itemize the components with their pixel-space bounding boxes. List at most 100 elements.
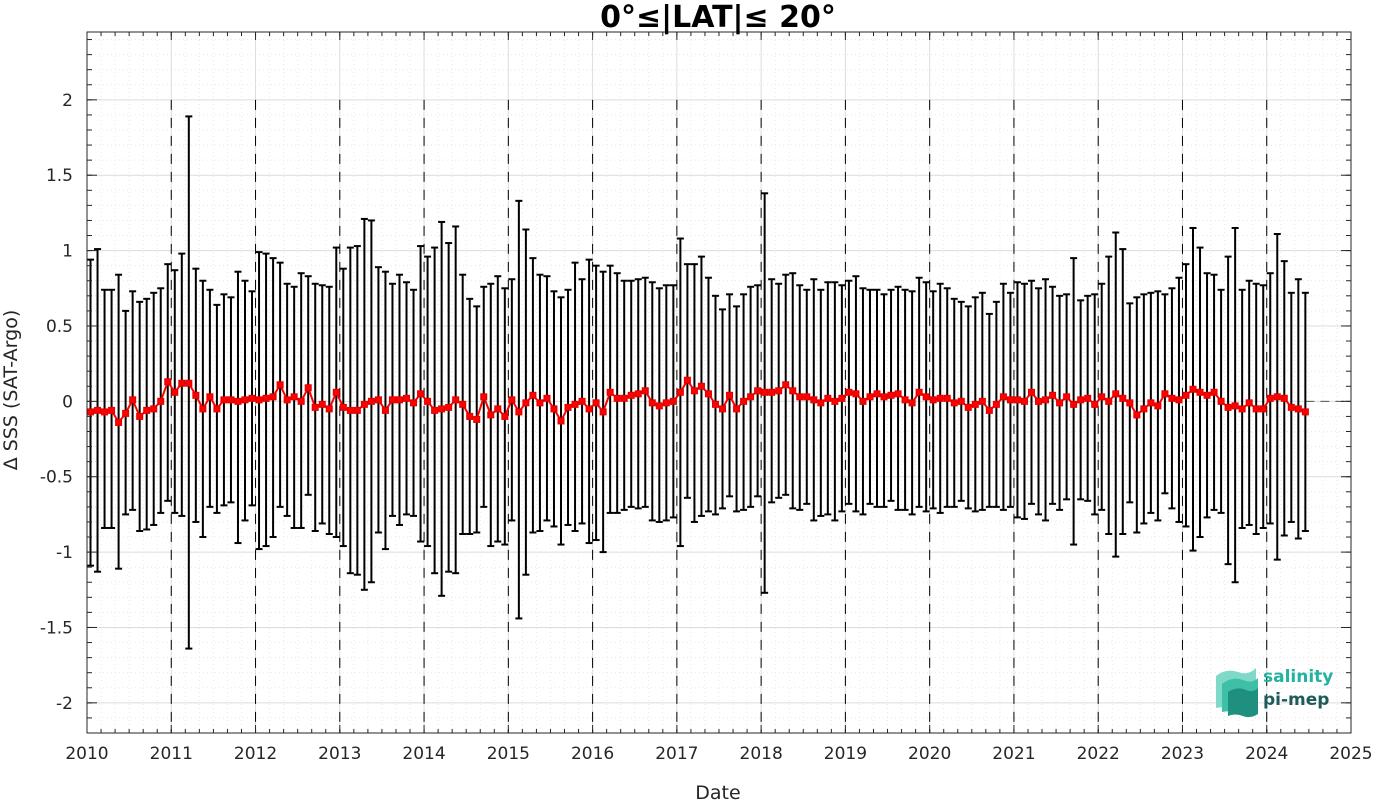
y-tick-label: -1 <box>56 543 73 563</box>
mean-marker <box>1042 396 1050 404</box>
y-axis-label: Δ SSS (SAT-Argo) <box>0 310 22 470</box>
mean-marker <box>719 405 727 413</box>
mean-marker <box>620 394 628 402</box>
mean-marker <box>129 396 137 404</box>
mean-marker <box>859 397 867 405</box>
mean-marker <box>157 397 165 405</box>
mean-marker <box>87 408 95 416</box>
mean-marker <box>697 382 705 390</box>
mean-marker <box>431 406 439 414</box>
x-tick-label: 2021 <box>992 744 1035 764</box>
mean-marker <box>206 393 214 401</box>
y-tick-label: 1 <box>62 242 73 262</box>
mean-marker <box>1091 400 1099 408</box>
x-tick-label: 2012 <box>234 744 277 764</box>
mean-marker <box>1105 397 1113 405</box>
mean-marker <box>1175 396 1183 404</box>
x-tick-label: 2015 <box>487 744 530 764</box>
x-tick-label: 2011 <box>150 744 193 764</box>
mean-marker <box>108 406 116 414</box>
mean-marker <box>571 400 579 408</box>
mean-marker <box>929 396 937 404</box>
mean-marker <box>248 394 256 402</box>
mean-marker <box>1210 388 1218 396</box>
mean-marker <box>1161 390 1169 398</box>
mean-marker <box>733 405 741 413</box>
mean-marker <box>136 412 144 420</box>
mean-marker <box>1196 388 1204 396</box>
mean-marker <box>1126 399 1134 407</box>
mean-marker <box>627 391 635 399</box>
y-tick-label: -0.5 <box>40 468 73 488</box>
mean-marker <box>192 391 200 399</box>
mean-marker <box>374 396 382 404</box>
mean-marker <box>403 394 411 402</box>
mean-marker <box>1189 385 1197 393</box>
mean-marker <box>445 403 453 411</box>
mean-marker <box>438 405 446 413</box>
mean-marker <box>1182 391 1190 399</box>
mean-marker <box>150 405 158 413</box>
mean-marker <box>487 411 495 419</box>
mean-marker <box>185 379 193 387</box>
mean-marker <box>227 396 235 404</box>
mean-marker <box>901 396 909 404</box>
mean-marker <box>641 387 649 395</box>
mean-marker <box>536 399 544 407</box>
mean-marker <box>410 399 418 407</box>
mean-marker <box>1287 403 1295 411</box>
mean-marker <box>269 393 277 401</box>
mean-marker <box>171 388 179 396</box>
mean-marker <box>747 393 755 401</box>
x-tick-label: 2020 <box>908 744 951 764</box>
mean-marker <box>887 391 895 399</box>
mean-marker <box>213 405 221 413</box>
mean-marker <box>550 405 558 413</box>
chart-title: 0°≤|LAT|≤ 20° <box>600 0 836 35</box>
mean-marker <box>922 393 930 401</box>
x-tick-label: 2010 <box>65 744 108 764</box>
mean-marker <box>599 408 607 416</box>
mean-marker <box>494 405 502 413</box>
x-tick-labels: 2010 2011 2012 2013 2014 2015 2016 2017 2018 2019… <box>65 744 1372 764</box>
logo-text-pi-mep: pi-mep <box>1263 690 1329 710</box>
mean-marker <box>262 394 270 402</box>
mean-marker <box>613 394 621 402</box>
y-tick-label: -1.5 <box>40 618 73 638</box>
mean-marker <box>1077 396 1085 404</box>
mean-marker <box>255 396 263 404</box>
mean-marker <box>1119 394 1127 402</box>
mean-marker <box>353 406 361 414</box>
mean-marker <box>325 405 333 413</box>
mean-marker <box>234 397 242 405</box>
x-tick-label: 2023 <box>1161 744 1204 764</box>
mean-marker <box>1154 402 1162 410</box>
mean-marker <box>964 403 972 411</box>
mean-marker <box>585 405 593 413</box>
mean-marker <box>311 403 319 411</box>
mean-marker <box>1238 405 1246 413</box>
mean-marker <box>782 381 790 389</box>
mean-marker <box>332 388 340 396</box>
mean-marker <box>515 408 523 416</box>
mean-marker <box>1245 399 1253 407</box>
mean-marker <box>452 396 460 404</box>
mean-marker <box>241 396 249 404</box>
mean-marker <box>122 409 130 417</box>
mean-marker <box>459 400 467 408</box>
mean-marker <box>754 387 762 395</box>
x-tick-label: 2018 <box>740 744 783 764</box>
mean-marker <box>1027 388 1035 396</box>
x-tick-label: 2024 <box>1245 744 1288 764</box>
x-tick-label: 2014 <box>402 744 445 764</box>
mean-marker <box>1294 405 1302 413</box>
mean-marker <box>789 387 797 395</box>
logo-text-salinity: salinity <box>1263 667 1333 687</box>
axis-ticks <box>86 32 1352 734</box>
mean-marker <box>1020 397 1028 405</box>
mean-marker <box>655 402 663 410</box>
x-tick-label: 2016 <box>571 744 614 764</box>
mean-marker <box>817 399 825 407</box>
y-tick-label: 1.5 <box>46 166 73 186</box>
x-tick-label: 2022 <box>1077 744 1120 764</box>
